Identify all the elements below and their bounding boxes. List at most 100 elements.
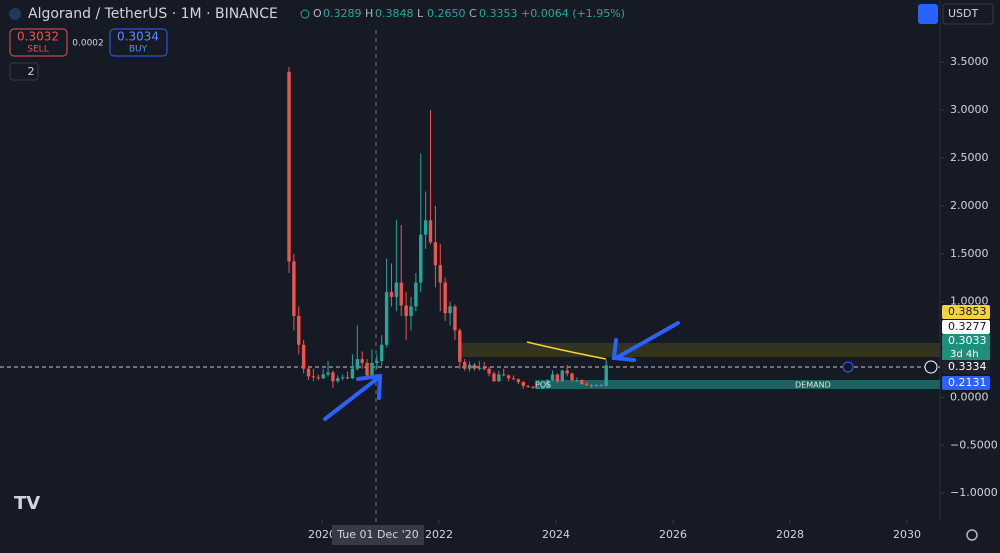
spread: 0.0002 xyxy=(72,39,104,49)
candle-body xyxy=(297,316,301,345)
candle-body xyxy=(531,386,535,388)
add-alert-button[interactable] xyxy=(924,360,938,374)
candle-body xyxy=(516,379,521,383)
candle-body xyxy=(506,375,511,379)
candle-body xyxy=(301,344,306,369)
ohlc-key: C xyxy=(469,7,477,20)
y-tick-label: −0.5000 xyxy=(950,438,998,451)
candle-body xyxy=(487,368,491,374)
market-status xyxy=(300,9,310,19)
candle-body xyxy=(331,372,335,382)
candle-body xyxy=(541,387,545,389)
candle-body xyxy=(448,306,452,314)
candle-body xyxy=(350,368,355,379)
y-tick-label: 0.0000 xyxy=(950,390,989,403)
candle-body xyxy=(467,364,472,369)
candle-body xyxy=(360,359,364,363)
y-tick-label: 2.5000 xyxy=(950,151,989,164)
candle-body xyxy=(536,387,540,389)
candle-body xyxy=(345,377,350,379)
y-tick-label: 2.0000 xyxy=(950,199,989,212)
buy-price[interactable]: 0.3034 xyxy=(117,30,159,44)
candle-body xyxy=(384,292,389,345)
candle-body xyxy=(594,384,599,386)
candle-body xyxy=(570,373,574,381)
candle-body xyxy=(365,362,369,376)
candle-body xyxy=(462,361,467,369)
candle-body xyxy=(326,372,330,375)
currency[interactable]: USDT xyxy=(948,7,979,20)
ohlc-key: L xyxy=(417,7,424,20)
candle-body xyxy=(482,367,486,369)
x-tick-label: 2026 xyxy=(659,528,687,541)
settings-button[interactable] xyxy=(966,529,978,541)
supply-zone xyxy=(460,343,940,357)
candle-body xyxy=(370,362,374,376)
indicator-toggle[interactable] xyxy=(9,62,39,81)
candle-body xyxy=(399,282,403,306)
candle-body xyxy=(336,378,340,382)
zone-label: DEMAND xyxy=(795,381,831,390)
tv-logo: TV xyxy=(14,493,40,514)
annotation-arrow xyxy=(611,321,680,362)
candle-body xyxy=(419,234,423,283)
y-tick-label: 3.0000 xyxy=(950,103,989,116)
buy-button[interactable] xyxy=(109,28,168,57)
x-tick-label: 2024 xyxy=(542,528,570,541)
y-tick-label: 1.0000 xyxy=(950,295,989,308)
candle-body xyxy=(477,367,482,369)
candle-body xyxy=(550,374,555,381)
candle-body xyxy=(526,385,530,387)
candle-body xyxy=(355,359,360,369)
candle-body xyxy=(521,382,525,386)
candle-body xyxy=(604,365,608,386)
indicator-count[interactable]: 2 xyxy=(28,65,35,78)
annotation-arrow xyxy=(323,373,383,421)
ohlc-key: O xyxy=(313,7,322,20)
buy-label[interactable]: BUY xyxy=(129,45,148,55)
ohlc-value: 0.3848 xyxy=(375,7,414,20)
countdown-box xyxy=(942,348,990,360)
x-tick-label: 2030 xyxy=(893,528,921,541)
crosshair-box xyxy=(332,525,424,545)
y-tick-label: −1.0000 xyxy=(950,486,998,499)
price-tag xyxy=(942,320,990,334)
candle-body xyxy=(287,71,291,262)
candle-body xyxy=(511,378,516,380)
countdown: 3d 4h xyxy=(950,349,979,360)
currency-button[interactable] xyxy=(942,3,994,25)
sell-button[interactable] xyxy=(9,28,68,57)
candle-body xyxy=(340,377,345,379)
candle-body xyxy=(409,306,413,317)
ohlc-value: 0.3289 xyxy=(323,7,362,20)
trend-line xyxy=(526,341,607,360)
candle-body xyxy=(306,368,311,377)
compare-button[interactable] xyxy=(918,4,938,24)
candle-body xyxy=(292,261,296,317)
symbol-logo xyxy=(9,8,21,20)
candle-body xyxy=(438,265,442,283)
candle-body xyxy=(321,374,325,379)
zone-label: POS xyxy=(535,381,551,390)
candle-body xyxy=(545,380,550,388)
candle-body xyxy=(316,377,320,379)
candle-body xyxy=(443,282,447,314)
candle-body xyxy=(380,344,384,362)
sell-price[interactable]: 0.3032 xyxy=(17,30,59,44)
candle-body xyxy=(584,384,589,386)
price-tag-label: 0.3277 xyxy=(948,320,987,333)
price-tag-label: 0.2131 xyxy=(948,376,987,389)
candle-body xyxy=(394,282,399,297)
candle-body xyxy=(375,361,379,363)
x-tick-label: 2022 xyxy=(425,528,453,541)
ohlc-key: H xyxy=(365,7,373,20)
candle-body xyxy=(389,292,394,297)
price-tag xyxy=(942,305,990,319)
price-tag-label: 0.3033 xyxy=(948,334,987,347)
symbol-title: Algorand / TetherUS · 1M · BINANCE xyxy=(28,6,278,22)
ohlc-value: 0.3353 xyxy=(479,7,518,20)
candle-body xyxy=(458,330,462,362)
sell-label[interactable]: SELL xyxy=(27,45,48,55)
alert-handle[interactable] xyxy=(842,361,854,373)
